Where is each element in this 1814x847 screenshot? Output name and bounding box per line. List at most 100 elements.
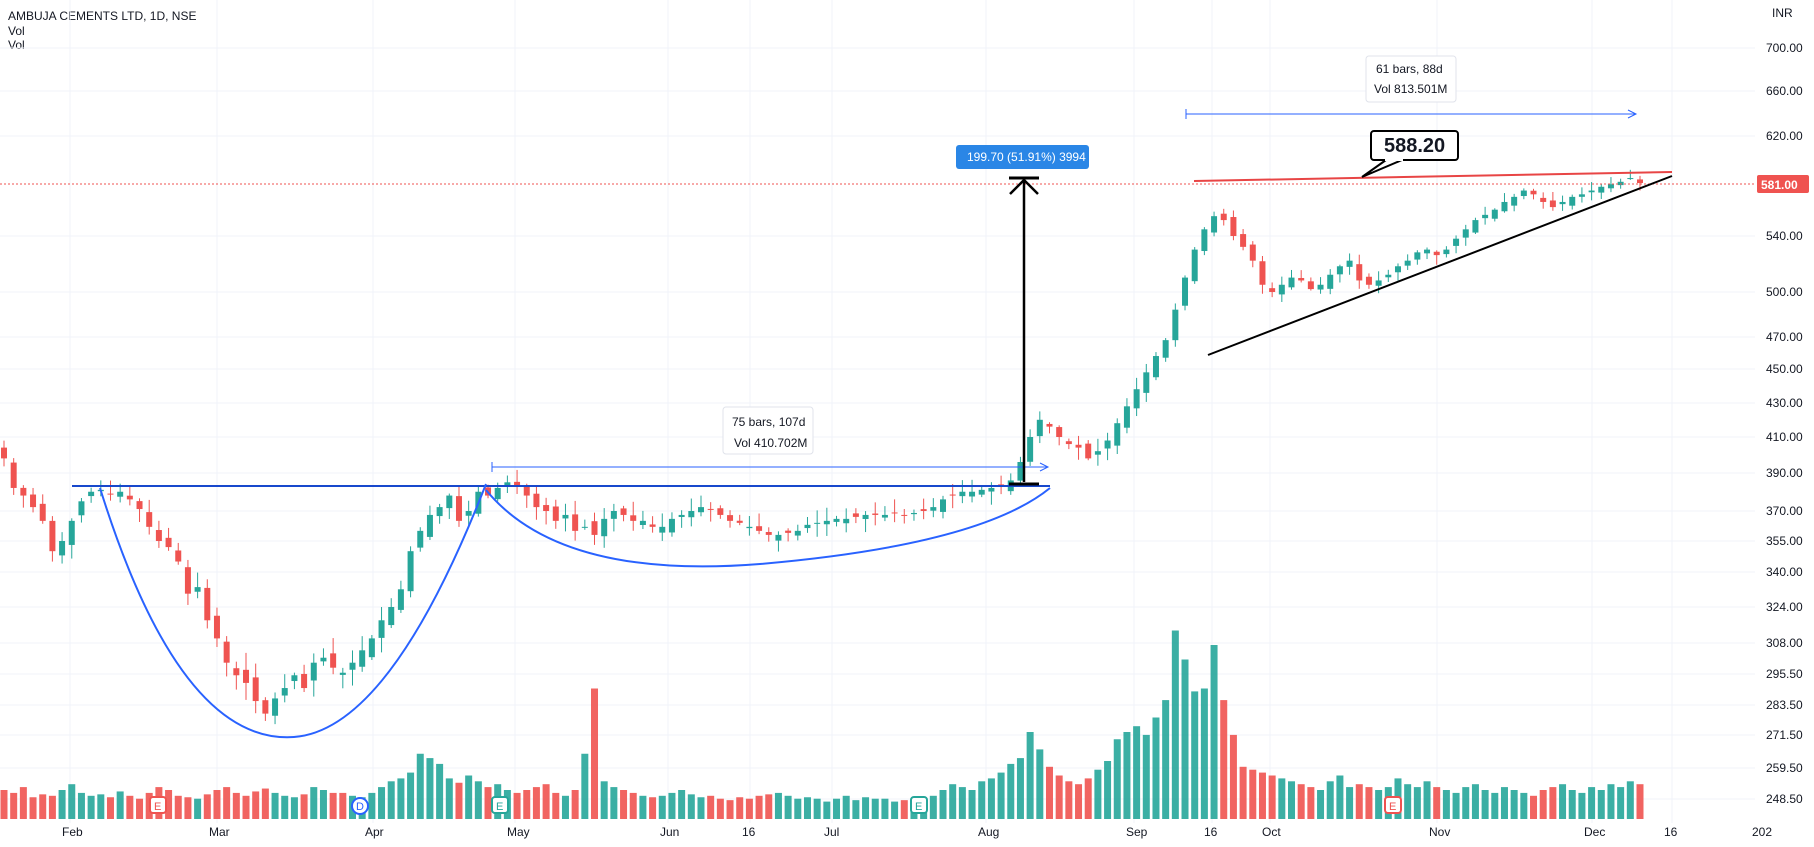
volume-bar: [194, 798, 202, 819]
volume-bar: [232, 792, 240, 819]
candle-body: [969, 491, 976, 497]
volume-bar: [165, 790, 173, 819]
volume-bar: [1288, 781, 1296, 819]
candle-body: [678, 514, 685, 518]
earnings-marker-icon[interactable]: [149, 796, 167, 814]
volume-bar: [1326, 781, 1334, 819]
candle-body: [436, 507, 443, 517]
candle-body: [368, 638, 375, 658]
right-cup-curve[interactable]: [485, 487, 1051, 568]
volume-bar: [1355, 784, 1363, 819]
time-tick-label: Aug: [978, 825, 999, 839]
candle-body: [465, 511, 472, 516]
volume-bar: [591, 688, 599, 819]
candle-body: [1336, 266, 1343, 275]
candle-body: [194, 587, 201, 592]
volume-bar: [10, 792, 18, 819]
candle-body: [756, 526, 763, 531]
candle-body: [1307, 281, 1314, 290]
candle-body: [1433, 251, 1440, 256]
earnings-marker-icon[interactable]: [1384, 796, 1402, 814]
candle-body: [1607, 184, 1614, 189]
candle-body: [978, 489, 985, 495]
event-marker-letter: E: [915, 801, 922, 813]
candle-body: [1240, 234, 1247, 247]
candle-body: [1530, 190, 1537, 195]
candle-body: [1501, 201, 1508, 212]
volume-bar: [794, 798, 802, 819]
candle-body: [494, 487, 501, 500]
time-tick-label: Apr: [365, 825, 384, 839]
candle-body: [136, 501, 143, 510]
candle-body: [30, 494, 37, 508]
volume-bar: [842, 795, 850, 819]
volume-indicator-label-1: Vol: [8, 24, 25, 38]
volume-bar: [1404, 784, 1412, 819]
price-tick-label: 324.00: [1766, 600, 1803, 614]
left-cup-curve[interactable]: [99, 483, 487, 739]
dividend-marker-icon[interactable]: [351, 797, 369, 815]
candle-body: [78, 501, 85, 516]
price-axis[interactable]: [1755, 0, 1814, 847]
volume-bar: [58, 790, 66, 819]
volume-bar: [1510, 790, 1518, 819]
volume-bar: [39, 794, 47, 819]
price-tick-label: 660.00: [1766, 84, 1803, 98]
candle-body: [1017, 462, 1024, 481]
candle-body: [843, 518, 850, 524]
candle-body: [1182, 277, 1189, 306]
candle-body: [1588, 190, 1595, 193]
range-measure-1-vol: Vol 410.702M: [734, 436, 807, 450]
earnings-marker-icon[interactable]: [910, 796, 928, 814]
volume-bar: [1055, 775, 1063, 819]
volume-bar: [378, 787, 386, 819]
volume-bar: [929, 795, 937, 819]
volume-bar: [968, 790, 976, 819]
time-tick-label: 16: [1204, 825, 1218, 839]
candle-body: [117, 491, 124, 497]
candle-body: [1191, 249, 1198, 282]
volume-bar: [368, 792, 376, 819]
volume-bar: [1152, 717, 1160, 819]
volume-bar: [1307, 787, 1315, 819]
resistance-line[interactable]: [1193, 171, 1673, 182]
time-tick-label: 16: [1664, 825, 1678, 839]
candle-body: [1143, 372, 1150, 393]
volume-bar: [1258, 772, 1266, 819]
candle-body: [1133, 389, 1140, 409]
volume-bar: [1346, 787, 1354, 819]
price-tick-label: 295.50: [1766, 667, 1803, 681]
candle-body: [1211, 216, 1218, 233]
earnings-marker-icon[interactable]: [491, 796, 509, 814]
volume-bar: [1162, 700, 1170, 819]
volume-bar: [1113, 739, 1121, 819]
volume-bar: [1133, 726, 1141, 819]
volume-bar: [581, 753, 589, 819]
volume-bar: [416, 753, 424, 819]
volume-bar: [1249, 769, 1257, 819]
volume-bar: [1462, 787, 1470, 819]
volume-bar: [1075, 784, 1083, 819]
candle-body: [930, 507, 937, 511]
candle-body: [1443, 249, 1450, 255]
volume-bar: [484, 787, 492, 819]
support-trendline[interactable]: [1207, 175, 1673, 356]
volume-bar: [339, 792, 347, 819]
candle-body: [1220, 213, 1227, 221]
candle-body: [1065, 441, 1072, 445]
volume-bar: [1104, 761, 1112, 819]
candle-body: [591, 521, 598, 535]
volume-bar: [1423, 781, 1431, 819]
volume-bar: [1481, 790, 1489, 819]
price-tick-label: 259.50: [1766, 761, 1803, 775]
time-tick-label: Feb: [62, 825, 83, 839]
candle-body: [1123, 406, 1130, 428]
volume-bar: [1191, 691, 1199, 819]
price-tick-label: 370.00: [1766, 504, 1803, 518]
volume-bar: [407, 772, 415, 819]
candle-body: [659, 526, 666, 533]
volume-bar: [1142, 734, 1150, 819]
candle-body: [1046, 423, 1053, 427]
